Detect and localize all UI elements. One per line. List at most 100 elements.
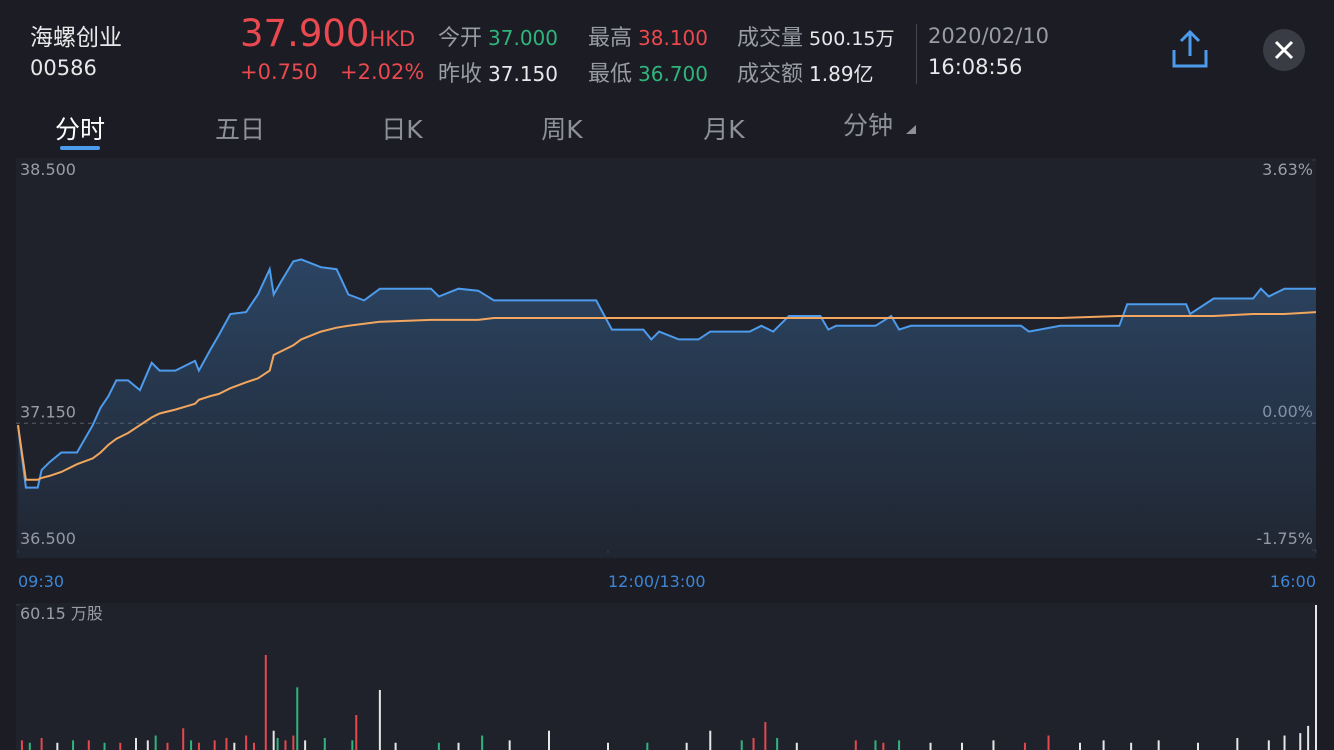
volume-bar	[898, 740, 901, 750]
volume-bar	[135, 737, 137, 750]
volume-bar	[709, 730, 712, 750]
volume-bar	[103, 742, 106, 750]
volume-bar	[1079, 742, 1081, 750]
currency: HKD	[369, 27, 416, 51]
stat-value: 37.150	[488, 62, 558, 86]
volume-bar	[1157, 740, 1160, 750]
stat: 昨收 37.150	[438, 56, 558, 88]
volume-bar	[245, 735, 248, 750]
stat-label: 最高	[588, 26, 633, 51]
tab[interactable]: 周K	[541, 115, 583, 144]
volume-bar	[197, 742, 200, 750]
price: 37.900HKD	[240, 12, 415, 55]
volume-bar	[296, 687, 299, 750]
volume-bar	[394, 742, 397, 750]
y-tick-label: 38.500	[20, 160, 76, 179]
volume-bar	[119, 742, 122, 750]
volume-bar	[154, 735, 157, 750]
volume-bar	[355, 715, 358, 750]
stat: 成交量 500.15万	[737, 20, 895, 52]
volume-bar	[323, 737, 326, 750]
volume-bar	[929, 742, 932, 750]
volume-bar	[20, 740, 23, 750]
dropdown-arrow	[906, 125, 916, 134]
volume-bar	[292, 735, 295, 750]
volume-bar	[233, 742, 236, 750]
volume-bar	[457, 742, 460, 750]
volume-bar	[752, 737, 755, 750]
volume-bar	[1197, 742, 1199, 750]
volume-bar	[685, 742, 688, 750]
volume-bar	[1315, 605, 1317, 750]
volume-bar	[1130, 742, 1133, 750]
volume-bar	[1023, 742, 1026, 750]
volume-bar	[253, 742, 255, 750]
stat-value: 1.89亿	[809, 62, 874, 86]
volume-bar	[1299, 733, 1302, 750]
x-tick-label: 09:30	[18, 572, 64, 591]
volume-bar	[264, 655, 267, 750]
volume-bar	[961, 742, 963, 750]
stat: 最高 38.100	[588, 20, 708, 52]
volume-bar	[72, 740, 75, 750]
volume-bar	[1102, 740, 1105, 750]
x-tick-label: 12:00/13:00	[608, 572, 706, 591]
stat: 最低 36.700	[588, 56, 708, 88]
stat-label: 最低	[588, 62, 633, 87]
volume-bar	[56, 742, 59, 750]
last-price: 37.900	[240, 12, 370, 55]
stat-value: 36.700	[638, 62, 708, 86]
stat-label: 今开	[438, 26, 483, 51]
stock-code: 00586	[30, 56, 97, 80]
volume-bar	[740, 740, 743, 750]
volume-bar	[146, 740, 149, 750]
volume-bar	[1283, 735, 1286, 750]
volume-bar	[190, 740, 193, 750]
volume-bar	[854, 740, 857, 750]
volume-bar	[87, 740, 90, 750]
tab[interactable]: 五日	[214, 115, 266, 144]
stat-value: 500.15万	[809, 28, 895, 50]
share-button[interactable]	[1168, 28, 1212, 72]
tab-indicator	[60, 146, 100, 150]
volume-bar	[284, 740, 287, 750]
volume-bar	[1047, 735, 1050, 750]
stat-value: 37.000	[488, 26, 558, 50]
volume-bar	[1307, 725, 1310, 750]
stat: 今开 37.000	[438, 20, 558, 52]
volume-bar	[646, 742, 649, 750]
volume-bar	[508, 740, 511, 750]
tab[interactable]: 分钟	[842, 111, 894, 140]
volume-bar	[182, 728, 185, 750]
change: +0.750	[240, 60, 318, 84]
volume-bar	[272, 730, 275, 750]
volume-bar	[776, 737, 779, 750]
price-area	[18, 259, 1316, 558]
volume-bar	[764, 722, 767, 750]
tab[interactable]: 月K	[703, 115, 745, 144]
volume-bar	[304, 740, 307, 750]
tab[interactable]: 日K	[381, 115, 423, 144]
volume-bar	[607, 742, 609, 750]
close-button[interactable]	[1262, 28, 1306, 72]
volume-panel	[16, 603, 1316, 750]
volume-bar	[28, 742, 31, 750]
divider	[916, 24, 917, 84]
volume-bar	[351, 740, 354, 750]
volume-bar	[437, 742, 440, 750]
volume-bar	[874, 740, 877, 750]
volume-bar	[166, 742, 169, 750]
stock-name: 海螺创业	[30, 25, 122, 51]
stat-value: 38.100	[638, 26, 708, 50]
time: 16:08:56	[928, 55, 1023, 79]
volume-bar	[795, 742, 798, 750]
volume-bar	[882, 742, 885, 750]
volume-bar	[225, 737, 228, 750]
chart: 38.50037.15036.5003.63%0.00%-1.75%09:301…	[16, 158, 1317, 750]
volume-tick-label: 60.15 万股	[20, 604, 103, 623]
tab[interactable]: 分时	[54, 115, 106, 144]
volume-bar	[213, 740, 216, 750]
volume-bar	[992, 740, 995, 750]
x-tick-label: 16:00	[1270, 572, 1316, 591]
